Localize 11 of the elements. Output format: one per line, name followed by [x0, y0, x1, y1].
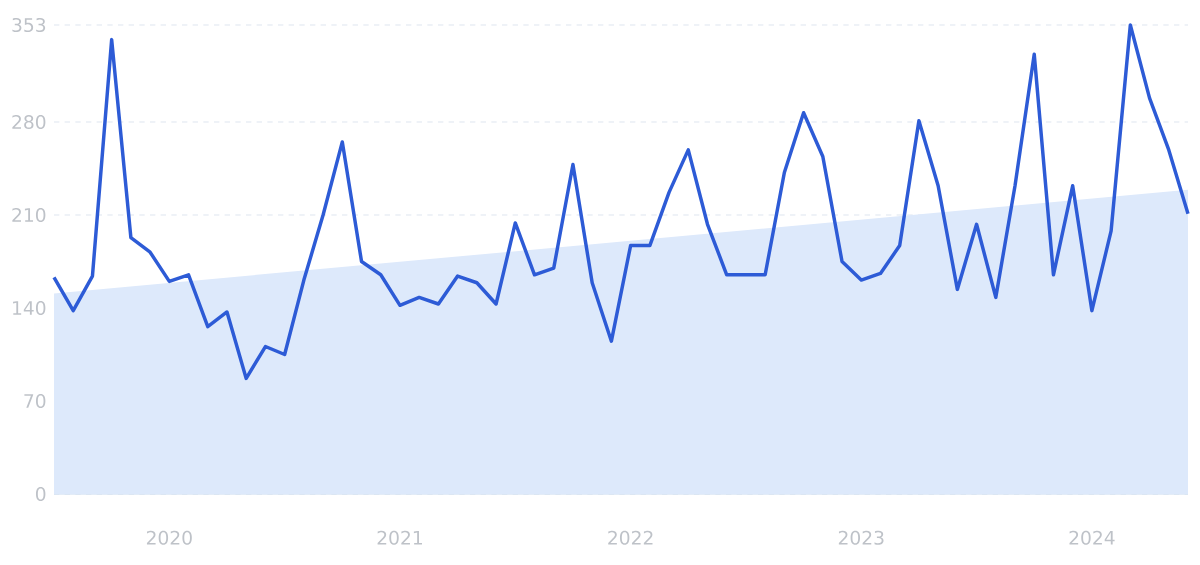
y-tick-label: 0 — [35, 486, 46, 502]
x-tick-label: 2024 — [1069, 530, 1115, 545]
y-tick-label: 210 — [12, 207, 46, 223]
y-tick-label: 140 — [13, 300, 46, 316]
x-tick-label: 2023 — [838, 530, 884, 545]
x-tick-label: 2020 — [146, 530, 192, 545]
y-tick-label: 280 — [12, 114, 46, 130]
y-tick-label: 353 — [12, 17, 46, 33]
x-tick-label: 2022 — [608, 530, 653, 545]
x-tick-label: 2021 — [377, 530, 422, 545]
y-tick-label: 70 — [24, 393, 46, 409]
